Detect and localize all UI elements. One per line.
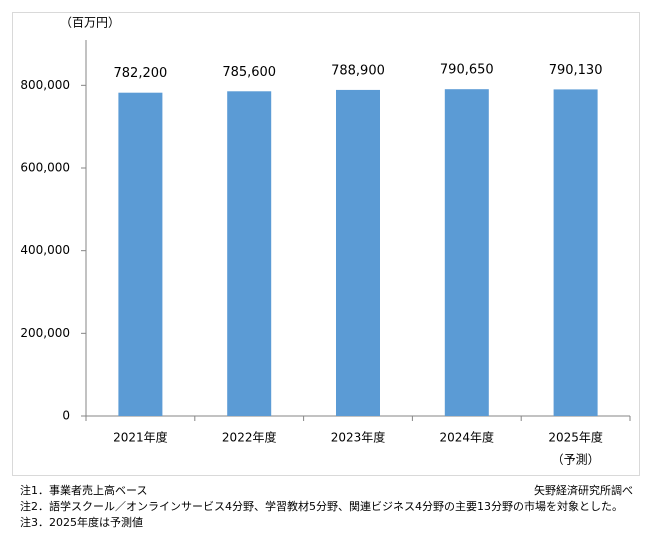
bar	[553, 89, 598, 416]
bar	[336, 89, 380, 417]
value-label: 785,600	[222, 65, 276, 80]
forecast-label: （予測）	[552, 453, 600, 467]
note: 注3．2025年度は予測値	[20, 515, 143, 529]
value-label: 790,650	[440, 63, 494, 78]
y-tick-label: 800,000	[20, 78, 70, 92]
value-label: 788,900	[331, 63, 385, 78]
source: 矢野経済研究所調べ	[534, 483, 633, 497]
value-label: 782,200	[114, 66, 168, 81]
x-tick-label: 2025年度	[548, 430, 603, 445]
chart-border	[12, 12, 640, 476]
note: 注2．語学スクール／オンラインサービス4分野、学習教材5分野、関連ビジネス4分野…	[20, 499, 623, 513]
bar	[118, 92, 163, 416]
x-tick-label: 2023年度	[331, 430, 386, 445]
y-tick-label: 0	[62, 409, 70, 423]
bar	[444, 89, 489, 416]
bar	[227, 91, 272, 416]
y-tick-label: 200,000	[20, 326, 70, 340]
y-tick-label: 600,000	[20, 161, 70, 175]
x-tick-label: 2024年度	[440, 430, 495, 445]
x-tick-label: 2021年度	[113, 430, 168, 445]
note: 注1．事業者売上高ベース	[20, 483, 147, 497]
unit-label: （百万円）	[60, 16, 120, 30]
value-label: 790,130	[549, 63, 603, 78]
y-tick-label: 400,000	[20, 243, 70, 257]
x-tick-label: 2022年度	[222, 430, 277, 445]
